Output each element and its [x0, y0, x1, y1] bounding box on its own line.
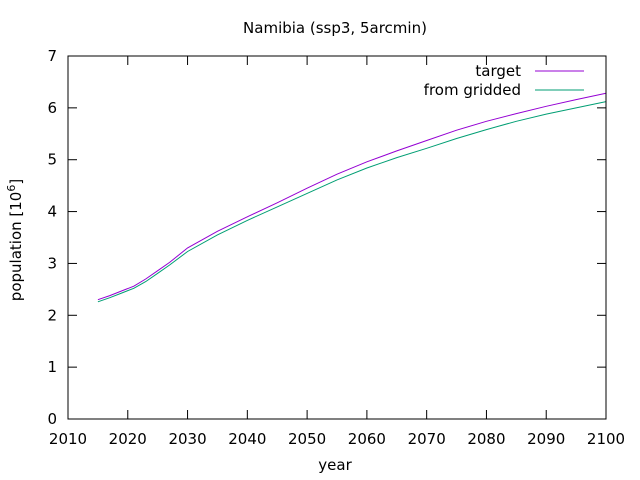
legend: target from gridded [424, 62, 584, 99]
y-axis-label: population [106] [5, 179, 25, 301]
y-tick-label: 3 [47, 254, 57, 272]
y-tick-label: 2 [47, 306, 57, 324]
y-axis-ticks: 0 1 2 3 4 5 6 7 [47, 47, 606, 428]
x-tick-label: 2050 [288, 430, 326, 448]
y-tick-label: 4 [47, 203, 57, 221]
x-tick-label: 2060 [348, 430, 386, 448]
y-axis-label-exponent: 6 [5, 185, 18, 192]
y-tick-label: 6 [47, 99, 57, 117]
y-axis-label-prefix: population [10 [7, 192, 25, 302]
y-axis-label-suffix: ] [7, 179, 25, 185]
series-line-target [97, 92, 607, 301]
x-tick-label: 2020 [109, 430, 147, 448]
y-tick-label: 5 [47, 151, 57, 169]
x-axis-label: year [318, 456, 352, 474]
legend-label-from-gridded: from gridded [424, 81, 521, 99]
chart-title: Namibia (ssp3, 5arcmin) [243, 19, 427, 37]
x-tick-label: 2030 [168, 430, 206, 448]
x-tick-label: 2100 [587, 430, 625, 448]
y-tick-label: 7 [47, 47, 57, 65]
plot-frame [67, 55, 607, 420]
legend-label-target: target [475, 62, 521, 80]
x-tick-label: 2010 [49, 430, 87, 448]
series-line-from-gridded [97, 101, 607, 303]
x-tick-label: 2080 [467, 430, 505, 448]
y-tick-label: 1 [47, 358, 57, 376]
x-tick-label: 2090 [527, 430, 565, 448]
x-axis-ticks: 2010 2020 2030 2040 2050 2060 2070 2080 2090 2100 [49, 56, 625, 448]
series-lines [97, 92, 607, 303]
x-tick-label: 2040 [228, 430, 266, 448]
x-tick-label: 2070 [408, 430, 446, 448]
y-tick-label: 0 [47, 410, 57, 428]
